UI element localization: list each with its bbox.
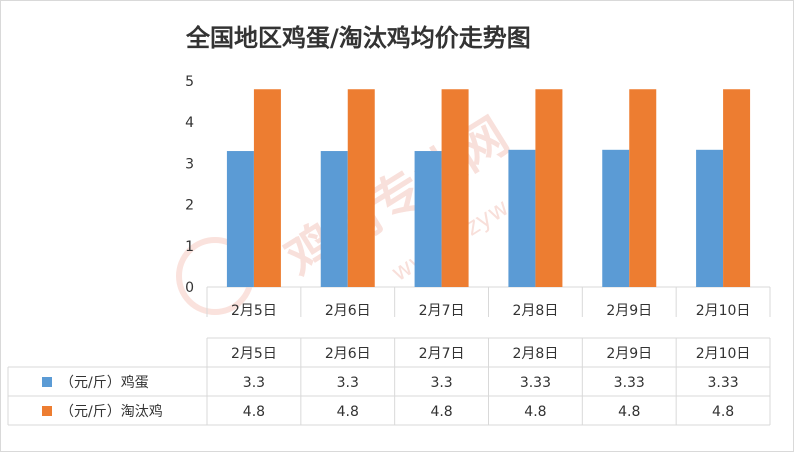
legend-label: （元/斤）淘汰鸡 (60, 403, 163, 420)
bar-culled-hen (629, 89, 657, 288)
legend-label: （元/斤）鸡蛋 (60, 374, 149, 391)
table-value-cell: 3.33 (520, 375, 551, 391)
chart-title: 全国地区鸡蛋/淘汰鸡均价走势图 (186, 24, 531, 52)
table-header-cell: 2月8日 (513, 346, 559, 362)
table-value-cell: 4.8 (712, 404, 734, 420)
legend-swatch (42, 406, 52, 416)
table-value-cell: 4.8 (618, 404, 640, 420)
x-tick-label: 2月5日 (231, 303, 277, 319)
bar-culled-hen (723, 89, 751, 288)
bar-egg (320, 151, 348, 287)
table-value-cell: 4.8 (430, 404, 452, 420)
bar-egg (508, 149, 536, 287)
data-table: 2月5日 2月6日 2月7日 2月8日 2月9日 2月10日 （元/斤）鸡蛋 3.3 3.3 3.… (7, 337, 771, 426)
table-value-cell: 3.33 (614, 375, 645, 391)
x-tick-label: 2月9日 (606, 303, 652, 319)
table-value-cell: 4.8 (243, 404, 265, 420)
y-tick-label: 0 (185, 280, 194, 296)
y-tick-label: 2 (185, 198, 194, 214)
table-header-cell: 2月5日 (231, 346, 277, 362)
table-header-cell: 2月10日 (696, 346, 751, 362)
x-tick-label: 2月6日 (325, 303, 371, 319)
table-value-cell: 3.3 (430, 375, 452, 391)
x-tick-label: 2月10日 (696, 303, 751, 319)
table-header-cell: 2月9日 (606, 346, 652, 362)
bar-egg (414, 151, 442, 287)
x-tick-label: 2月7日 (419, 303, 465, 319)
y-tick-label: 5 (185, 74, 194, 90)
table-value-cell: 3.3 (337, 375, 359, 391)
table-header-cell: 2月6日 (325, 346, 371, 362)
table-value-cell: 4.8 (337, 404, 359, 420)
chart-axes: 0 1 2 3 4 5 2月5日 2月6日 2月7日 2月8日 2月9日 2月10日 (185, 74, 771, 319)
table-header-cell: 2月7日 (419, 346, 465, 362)
bar-egg (226, 151, 254, 287)
bar-culled-hen (535, 89, 563, 288)
bar-egg (602, 149, 630, 287)
chart-bars (226, 89, 751, 288)
table-value-cell: 3.3 (243, 375, 265, 391)
table-value-cell: 3.33 (707, 375, 738, 391)
y-tick-label: 3 (185, 156, 194, 172)
bar-culled-hen (253, 89, 281, 288)
y-tick-label: 1 (185, 239, 194, 255)
bar-culled-hen (347, 89, 375, 288)
y-tick-label: 4 (185, 115, 194, 131)
bar-culled-hen (441, 89, 469, 288)
table-value-cell: 4.8 (524, 404, 546, 420)
x-tick-label: 2月8日 (513, 303, 559, 319)
legend-swatch (42, 377, 52, 387)
bar-egg (696, 149, 724, 287)
